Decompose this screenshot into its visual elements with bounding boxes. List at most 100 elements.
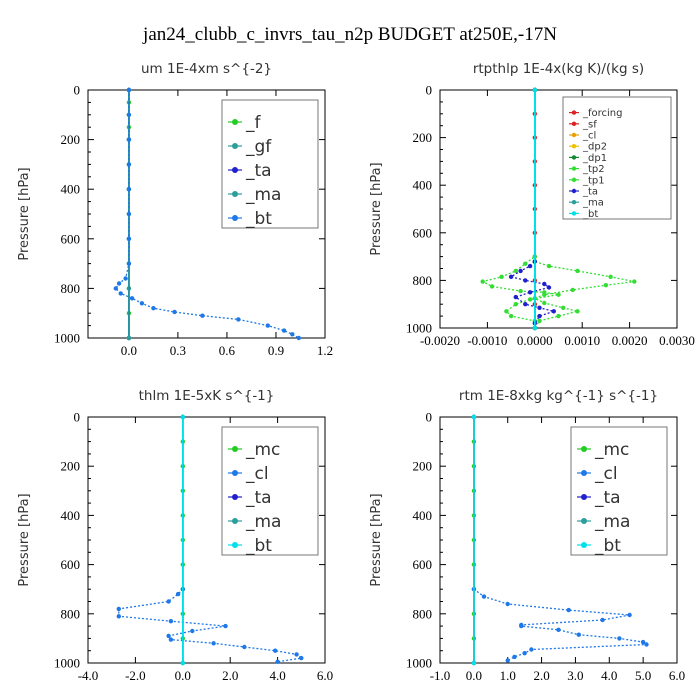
legend-swatch-marker [232, 494, 238, 500]
x-tick-label: 6.0 [317, 668, 333, 683]
data-point [551, 309, 556, 314]
y-tick-label: 400 [413, 508, 433, 523]
legend-label: _cl [245, 464, 269, 484]
x-tick-label: 0.9 [268, 343, 284, 358]
data-point [527, 263, 533, 269]
data-point [265, 323, 270, 328]
legend-box [221, 99, 319, 229]
y-tick-label: 400 [61, 182, 81, 197]
data-point [118, 291, 123, 296]
y-tick-label: 200 [61, 459, 81, 474]
data-point [126, 137, 132, 142]
panel-3: thlm 1E-5xK s^{-1} Pressure [hPa] 0 200 400 6… [17, 388, 333, 683]
x-tick-label: 0.0010 [564, 333, 600, 348]
data-point [542, 292, 547, 297]
data-point [576, 632, 581, 637]
data-point [546, 263, 552, 269]
data-point [537, 305, 542, 310]
data-point [508, 274, 514, 279]
data-point [236, 317, 241, 322]
panel-2: rtpthlp 1E-4x(kg K)/(kg s) Pressure [hPa]… [369, 61, 695, 348]
legend-label: _dp2 [582, 142, 607, 153]
legend-swatch-marker [571, 155, 577, 160]
legend-swatch-marker [571, 211, 577, 216]
legend-swatch-marker [571, 166, 577, 171]
data-point [556, 627, 561, 632]
data-point [532, 87, 537, 93]
data-point [603, 283, 609, 288]
data-point [575, 268, 580, 274]
legend-label: _forcing [582, 108, 623, 119]
data-point [519, 623, 524, 629]
legend-label: _ta [594, 488, 621, 508]
legend-label: _ta [245, 161, 272, 181]
data-point [290, 332, 295, 337]
legend-swatch-marker [232, 143, 238, 149]
data-point [126, 187, 132, 192]
legend: _mc _cl _ta _ma _bt [570, 426, 668, 556]
legend-swatch-marker [232, 542, 238, 548]
data-point [600, 617, 605, 623]
legend-swatch-marker [581, 446, 587, 452]
legend: _f _gf _ta _ma _bt [221, 99, 319, 229]
legend-label: _sf [582, 119, 597, 130]
legend-label: _bt [582, 209, 598, 220]
y-tick-label: 1000 [406, 656, 432, 671]
x-tick-label: 0.3 [170, 343, 186, 358]
x-tick-label: 0.0 [121, 343, 137, 358]
x-tick-label: -4.0 [78, 668, 99, 683]
y-axis-label: Pressure [hPa] [369, 162, 384, 255]
data-point [129, 296, 135, 301]
data-point [513, 268, 518, 274]
data-point [627, 612, 632, 618]
legend-label: _cl [594, 464, 618, 484]
data-point [126, 112, 132, 118]
legend-label: _mc [594, 440, 629, 460]
panel-4: rtm 1E-8xkg kg^{-1} s^{-1} Pressure [hPa]… [369, 388, 685, 683]
legend-swatch-marker [571, 200, 577, 205]
data-point [542, 300, 547, 306]
series-ta [508, 87, 557, 331]
data-point [168, 619, 174, 624]
y-tick-label: 0 [74, 410, 81, 425]
legend-swatch-marker [232, 119, 238, 125]
y-axis-label: Pressure [hPa] [369, 493, 384, 586]
data-point [523, 302, 528, 307]
legend-label: _dp1 [582, 153, 607, 164]
data-point [471, 414, 477, 420]
data-point [211, 641, 216, 646]
legend-swatch-marker [232, 167, 238, 173]
legend-label: _tp1 [582, 175, 605, 186]
series-bt [180, 414, 185, 666]
legend-swatch-marker [571, 177, 577, 182]
y-tick-label: 200 [413, 459, 433, 474]
data-point [223, 623, 228, 629]
x-tick-label: 6.0 [669, 668, 685, 683]
x-tick-label: -0.0020 [420, 333, 460, 348]
data-point [561, 305, 566, 310]
data-point [190, 628, 195, 634]
data-point [200, 313, 205, 318]
y-tick-label: 1000 [406, 321, 432, 336]
legend-label: _bt [245, 209, 272, 229]
y-tick-label: 800 [61, 606, 81, 621]
data-point [273, 648, 278, 653]
legend-label: _tp2 [582, 164, 605, 175]
legend-swatch-marker [232, 446, 238, 452]
y-tick-label: 0 [74, 83, 81, 98]
data-point [508, 313, 514, 319]
x-tick-label: 2.0 [533, 668, 549, 683]
data-point [481, 594, 487, 599]
data-point [640, 639, 646, 645]
y-tick-label: 200 [413, 130, 433, 145]
x-tick-label: 0.0 [175, 668, 191, 683]
panels: um 1E-4xm s^{-2} Pressure [hPa] 0 200 400 600… [17, 61, 695, 683]
x-tick-label: 2.0 [222, 668, 238, 683]
legend-label: _bt [245, 536, 272, 556]
legend-swatch-marker [571, 121, 577, 127]
data-point [180, 414, 185, 420]
y-tick-label: 400 [413, 178, 433, 193]
data-point [537, 313, 542, 319]
x-tick-label: 3.0 [567, 668, 583, 683]
